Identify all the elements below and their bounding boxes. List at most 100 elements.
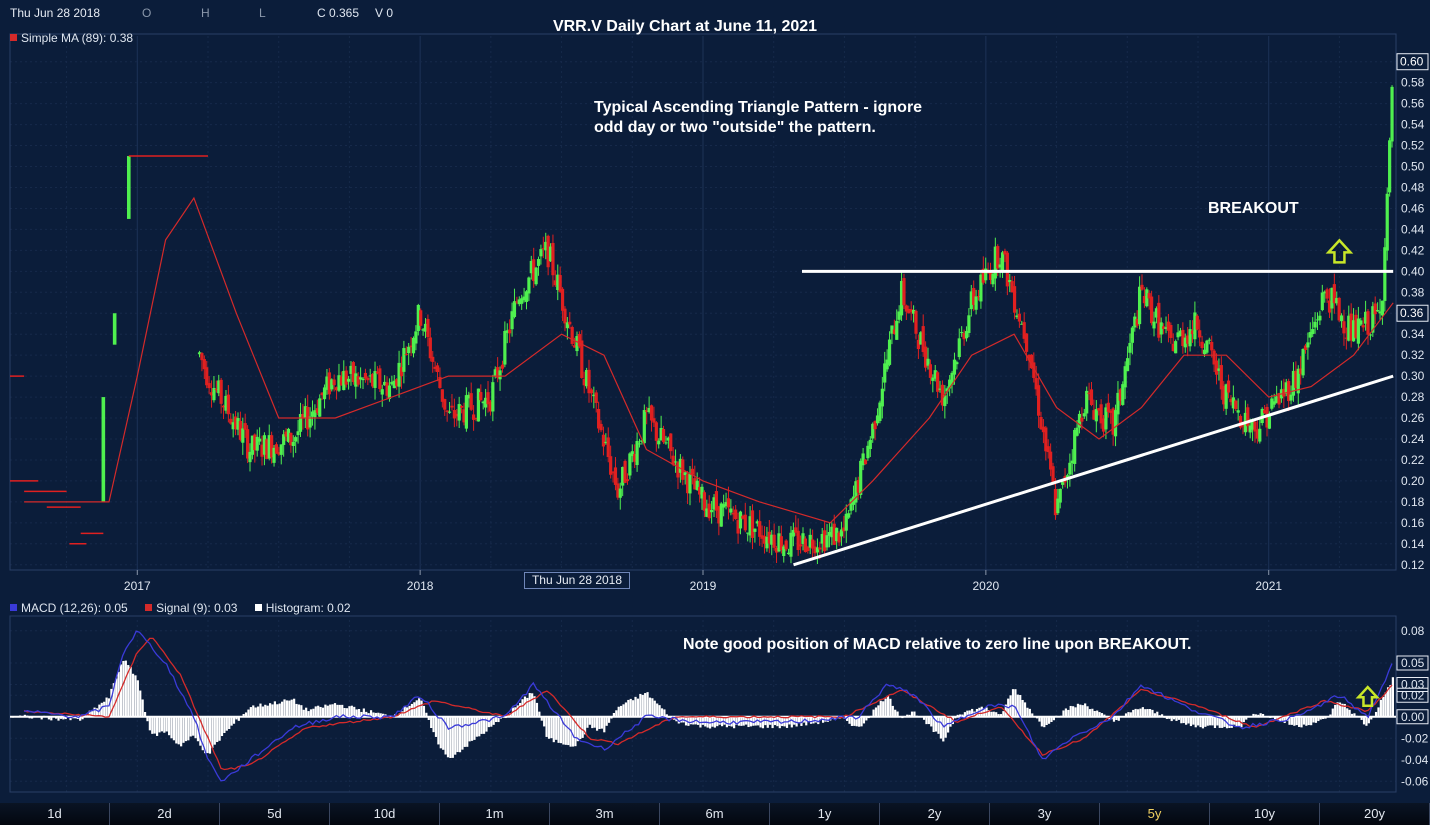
range-button-5y[interactable]: 5y — [1100, 803, 1210, 825]
range-button-1m[interactable]: 1m — [440, 803, 550, 825]
candle-body — [835, 527, 839, 542]
candle-body — [1070, 460, 1074, 464]
candle-body — [832, 523, 836, 545]
range-button-2y[interactable]: 2y — [880, 803, 990, 825]
candle-body — [1325, 289, 1329, 299]
candle-body — [1212, 350, 1216, 365]
candle-body — [1123, 366, 1127, 388]
candle-body — [570, 327, 574, 344]
candle-body — [1275, 396, 1279, 403]
candle-body — [539, 249, 543, 257]
candle-body — [873, 421, 877, 430]
candle-body — [1190, 330, 1195, 335]
candle-body — [657, 440, 661, 445]
y-tick-label: 0.14 — [1401, 537, 1425, 551]
candle-body — [1330, 287, 1334, 309]
range-button-2d[interactable]: 2d — [110, 803, 220, 825]
candle-body — [1193, 312, 1197, 340]
macd-legend: MACD (12,26): 0.05 Signal (9): 0.03 Hist… — [10, 601, 365, 615]
candle-body — [1311, 329, 1315, 335]
candle-body — [202, 359, 206, 370]
candle-body — [1323, 291, 1327, 294]
macd-frame — [9, 615, 1397, 793]
candle-body — [774, 547, 779, 553]
candle-body — [258, 438, 262, 442]
candle-body — [1320, 292, 1324, 311]
candle-body — [993, 246, 997, 279]
candle-body — [419, 310, 423, 326]
arrow-shape — [1325, 238, 1354, 264]
range-selector: 1d 2d 5d 10d 1m 3m 6m 1y 2y 3y 5y 10y 20y — [0, 803, 1430, 825]
candle-body — [1272, 401, 1276, 405]
candle-body — [645, 410, 649, 412]
candle-body — [914, 310, 918, 334]
range-button-1d[interactable]: 1d — [0, 803, 110, 825]
candle-body — [1118, 389, 1122, 401]
range-button-20y[interactable]: 20y — [1320, 803, 1430, 825]
macd-y-tick-label: 0.08 — [1401, 624, 1425, 638]
candle-body — [1308, 332, 1312, 338]
chart-title: VRR.V Daily Chart at June 11, 2021 — [552, 18, 818, 35]
candle-body — [1092, 410, 1096, 420]
range-button-1y[interactable]: 1y — [770, 803, 880, 825]
macd-breakout-arrow-icon — [1355, 685, 1380, 707]
candle-body — [445, 410, 449, 412]
candle-body — [1080, 417, 1084, 422]
candle-body — [291, 441, 295, 446]
candle-body — [303, 406, 307, 418]
range-button-3y[interactable]: 3y — [990, 803, 1100, 825]
macd-value-box — [1396, 709, 1429, 725]
y-tick-label: 0.56 — [1401, 97, 1425, 111]
candle-body — [916, 339, 920, 350]
candle-body — [707, 503, 711, 519]
candle-body — [813, 546, 817, 554]
candle-body — [1284, 382, 1288, 394]
candle-body — [599, 423, 603, 431]
candle-body — [890, 325, 894, 334]
header-low: L — [259, 6, 266, 20]
candle-body — [659, 427, 663, 441]
range-button-10d[interactable]: 10d — [330, 803, 440, 825]
candle-body — [390, 381, 394, 385]
y-tick-label: 0.42 — [1401, 243, 1425, 257]
candle-body — [472, 414, 476, 420]
chart-canvas[interactable]: 0.12 0.14 0.16 0.18 0.20 0.22 0.24 0.26 0.28 0.30… — [0, 0, 1430, 803]
candle-body — [962, 333, 966, 340]
candle-body — [241, 428, 245, 443]
candle-body — [724, 502, 728, 507]
candle-body — [447, 411, 452, 413]
candle-body — [500, 364, 505, 369]
candle-body — [594, 392, 598, 403]
y-tick-label: 0.18 — [1401, 495, 1425, 509]
header-close: C 0.365 — [317, 6, 360, 20]
range-button-5d[interactable]: 5d — [220, 803, 330, 825]
candle-body — [1128, 342, 1132, 353]
candle-body — [815, 547, 820, 553]
range-button-6m[interactable]: 6m — [660, 803, 770, 825]
candle-body — [1087, 392, 1091, 395]
candle-body — [207, 383, 211, 389]
candle-body — [613, 467, 618, 485]
candle-body — [1049, 451, 1053, 470]
candle-body — [818, 547, 822, 550]
candle-body — [690, 468, 694, 475]
range-button-3m[interactable]: 3m — [550, 803, 660, 825]
candle-body — [909, 309, 913, 312]
candle-body — [1335, 297, 1339, 304]
candle-body — [830, 526, 834, 538]
candle-body — [1029, 354, 1033, 369]
candle-body — [666, 437, 670, 441]
range-button-10y[interactable]: 10y — [1210, 803, 1320, 825]
candle-body — [988, 270, 993, 280]
candle-body — [762, 535, 767, 544]
candle-body — [1339, 315, 1344, 322]
candle-body — [1373, 303, 1377, 315]
candle-body — [1121, 384, 1125, 405]
candle-body — [474, 417, 478, 419]
macd-y-tick-label: 0.00 — [1401, 710, 1425, 724]
y-tick-label: 0.40 — [1401, 264, 1425, 278]
candle-body — [998, 264, 1002, 268]
candle-body — [548, 246, 553, 262]
candle-body — [1349, 313, 1353, 341]
